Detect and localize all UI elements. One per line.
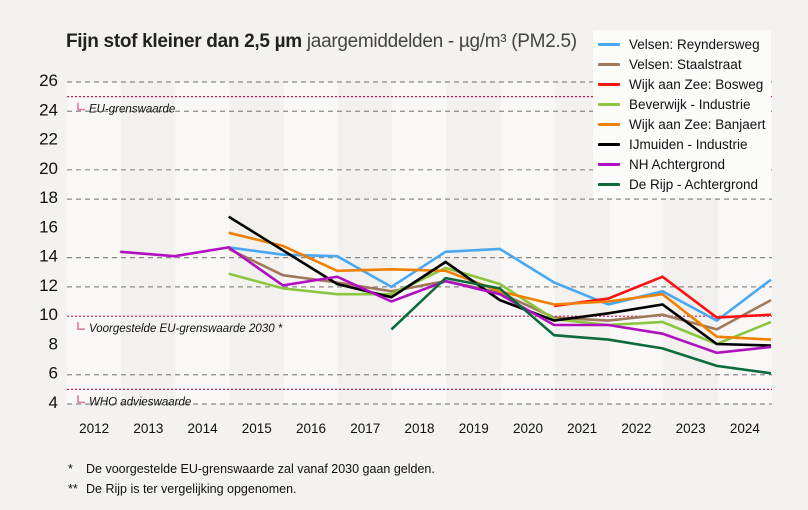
series-lines	[120, 215, 772, 375]
footnote-mark: **	[68, 482, 78, 496]
legend-swatch-icon	[598, 62, 620, 66]
y-tick-label: 12	[39, 276, 58, 295]
x-tick-label: 2023	[676, 421, 706, 436]
y-tick-label: 20	[39, 159, 58, 178]
x-tick-label: 2015	[242, 421, 272, 436]
y-tick-label: 22	[39, 130, 58, 149]
legend-item: NH Achtergrond	[593, 154, 725, 174]
x-tick-label: 2012	[79, 421, 109, 436]
series-line	[553, 275, 772, 319]
chart-title: Fijn stof kleiner dan 2,5 µm jaargemidde…	[66, 31, 577, 53]
series-line	[228, 231, 772, 341]
y-tick-label: 8	[49, 334, 58, 353]
legend-label: IJmuiden - Industrie	[629, 136, 748, 152]
legend-swatch-icon	[598, 82, 620, 86]
column-stripe	[338, 82, 393, 404]
legend-item: Velsen: Staalstraat	[593, 54, 742, 74]
series-line	[228, 215, 772, 347]
legend-item: Wijk aan Zee: Bosweg	[593, 74, 763, 94]
y-tick-label: 6	[49, 364, 58, 383]
x-tick-label: 2017	[350, 421, 380, 436]
legend-swatch-icon	[598, 122, 620, 126]
legend-label: Wijk aan Zee: Bosweg	[629, 76, 764, 92]
y-tick-label: 4	[49, 393, 58, 412]
y-tick-label: 18	[39, 188, 58, 207]
legend-item: Beverwijk - Industrie	[593, 94, 751, 114]
series-line	[228, 246, 772, 323]
legend-label: Velsen: Reyndersweg	[629, 36, 760, 52]
x-axis: 2012 2013 2014 2015 2016 2017 2018 2019 2020 2021…	[79, 421, 760, 436]
y-tick-label: 24	[39, 100, 58, 119]
reference-label: Voorgestelde EU-grenswaarde 2030 *	[89, 323, 283, 335]
series-line	[390, 276, 772, 375]
legend-item: Velsen: Reyndersweg	[593, 34, 760, 54]
reference-lines: EU-grenswaarde Voorgestelde EU-grenswaard…	[67, 96, 772, 408]
legend-swatch-icon	[598, 162, 620, 166]
legend-label: NH Achtergrond	[629, 156, 726, 172]
title-main: Fijn stof kleiner dan 2,5 µm	[66, 31, 302, 52]
x-tick-label: 2019	[459, 421, 489, 436]
column-stripe	[67, 82, 122, 404]
x-tick-label: 2013	[133, 421, 163, 436]
legend-swatch-icon	[598, 42, 620, 46]
x-tick-label: 2016	[296, 421, 326, 436]
column-stripe	[283, 82, 339, 404]
legend-item: Wijk aan Zee: Banjaert	[593, 114, 766, 134]
reference-bracket-icon	[77, 102, 85, 111]
x-tick-label: 2021	[567, 421, 597, 436]
y-axis: 4 6 8 10 12 14 16 18 20 22 24 26	[39, 71, 58, 412]
legend-label: De Rijp - Achtergrond	[629, 176, 759, 192]
reference-label: EU-grenswaarde	[89, 104, 175, 116]
legend-item: IJmuiden - Industrie	[593, 134, 748, 154]
title-subtitle: jaargemiddelden - µg/m³ (PM2.5)	[306, 31, 577, 52]
footnote-text: De voorgestelde EU-grenswaarde zal vanaf…	[86, 462, 435, 476]
x-tick-label: 2022	[621, 421, 651, 436]
footnote: ** De Rijp is ter vergelijking opgenomen.	[68, 479, 435, 499]
x-tick-label: 2018	[404, 421, 434, 436]
legend-item: De Rijp - Achtergrond	[593, 174, 758, 194]
reference-label: WHO advieswaarde	[89, 396, 191, 408]
reference-bracket-icon	[77, 322, 85, 330]
series-line	[228, 266, 772, 346]
legend-label: Beverwijk - Industrie	[629, 96, 751, 112]
x-tick-label: 2024	[730, 421, 761, 436]
reference-bracket-icon	[77, 395, 85, 404]
footnotes: * De voorgestelde EU-grenswaarde zal vana…	[68, 459, 435, 499]
legend-swatch-icon	[598, 182, 620, 186]
y-tick-label: 10	[39, 305, 58, 324]
legend-label: Wijk aan Zee: Banjaert	[629, 116, 766, 132]
y-tick-label: 16	[39, 217, 58, 236]
column-stripe	[175, 82, 230, 404]
footnote: * De voorgestelde EU-grenswaarde zal vana…	[68, 459, 435, 479]
column-stripe	[500, 82, 556, 404]
column-stripe	[121, 82, 176, 404]
footnote-text: De Rijp is ter vergelijking opgenomen.	[86, 482, 297, 496]
x-tick-label: 2014	[188, 421, 219, 436]
y-tick-label: 14	[39, 247, 58, 266]
legend-label: Velsen: Staalstraat	[629, 56, 742, 72]
footnote-mark: *	[68, 462, 73, 476]
x-tick-label: 2020	[513, 421, 543, 436]
column-stripe	[392, 82, 447, 404]
legend-swatch-icon	[598, 102, 620, 106]
column-stripe	[446, 82, 501, 404]
series-line	[120, 246, 772, 355]
legend: Velsen: Reyndersweg Velsen: Staalstraat Wi…	[593, 30, 771, 198]
y-tick-label: 26	[39, 71, 58, 90]
legend-swatch-icon	[598, 142, 620, 146]
